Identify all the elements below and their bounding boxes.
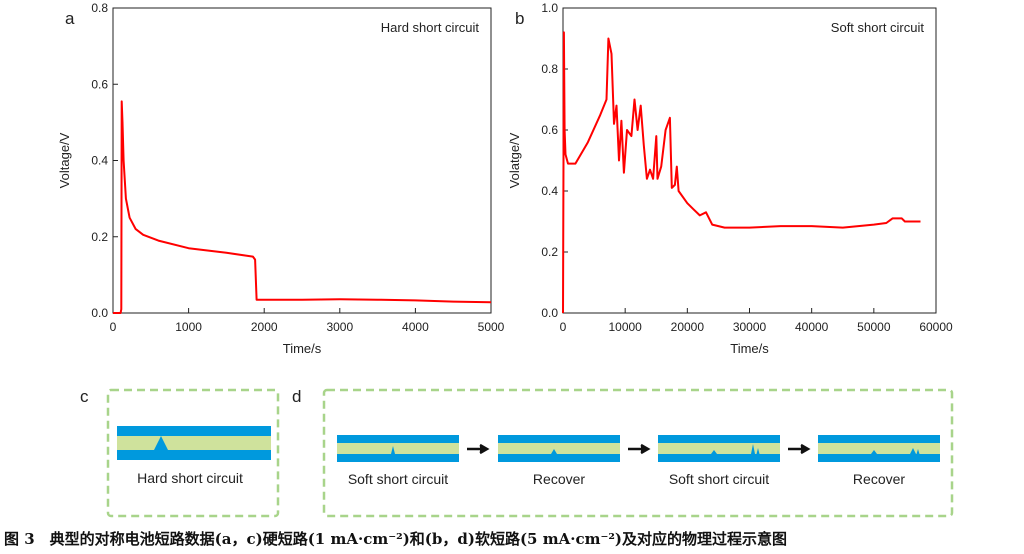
chart-title: Soft short circuit: [831, 20, 925, 35]
x-tick-label: 20000: [671, 320, 705, 334]
diagram-c-label: Hard short circuit: [137, 470, 243, 486]
diagram-step-2: [498, 435, 620, 462]
arrow-icon: [628, 443, 651, 455]
chart-a: 0 1000 2000 3000 4000 5000 0.0 0.2 0.4 0.6 0.8 Time…: [57, 1, 505, 356]
dendrite: [871, 450, 877, 454]
panel-label-c: c: [80, 387, 89, 406]
panel-label-b: b: [515, 9, 524, 28]
x-tick-label: 2000: [251, 320, 278, 334]
y-tick-label: 0.2: [91, 230, 108, 244]
diagram-step-label: Soft short circuit: [669, 471, 769, 487]
y-tick-label: 0.0: [541, 306, 558, 320]
y-tick-label: 0.4: [91, 154, 108, 168]
top-electrode: [498, 435, 620, 443]
plot-frame: [112, 7, 492, 314]
diagram-step-1: [337, 435, 459, 462]
figure-caption: 图 3 典型的对称电池短路数据(a，c)硬短路(1 mA·cm⁻²)和(b，d)…: [4, 530, 788, 548]
bottom-electrode: [818, 454, 940, 462]
y-tick-label: 0.4: [541, 184, 558, 198]
y-tick-label: 1.0: [541, 1, 558, 15]
bottom-electrode: [117, 450, 271, 460]
dendrite: [154, 436, 168, 450]
x-tick-label: 4000: [402, 320, 429, 334]
y-axis-label: Volatge/V: [507, 132, 522, 188]
series-line-voltage: [113, 100, 492, 314]
diagram-step-label: Recover: [853, 471, 905, 487]
bottom-electrode: [337, 454, 459, 462]
y-tick-label: 0.2: [541, 245, 558, 259]
x-tick-label: 60000: [919, 320, 953, 334]
x-tick-label: 0: [560, 320, 567, 334]
separator: [337, 443, 459, 454]
x-tick-label: 5000: [478, 320, 505, 334]
y-tick-label: 0.6: [91, 77, 108, 91]
x-tick-label: 50000: [857, 320, 891, 334]
dendrite: [711, 450, 717, 454]
y-tick-label: 0.8: [91, 1, 108, 15]
x-axis-label: Time/s: [730, 341, 769, 356]
separator: [658, 443, 780, 454]
panel-label-a: a: [65, 9, 75, 28]
top-electrode: [818, 435, 940, 443]
diagram-step-4: [818, 435, 940, 462]
x-tick-label: 40000: [795, 320, 829, 334]
frame-c: [106, 388, 280, 518]
bottom-electrode: [498, 454, 620, 462]
chart-title: Hard short circuit: [381, 20, 480, 35]
diagram-step-3: [658, 435, 780, 462]
x-tick-label: 1000: [175, 320, 202, 334]
separator: [818, 443, 940, 454]
frame-d: [322, 388, 954, 518]
arrow-icon: [467, 443, 490, 455]
x-tick-label: 3000: [326, 320, 353, 334]
diagram-step-label: Soft short circuit: [348, 471, 448, 487]
separator: [117, 436, 271, 450]
dendrite: [751, 444, 755, 454]
chart-b: 0 10000 20000 30000 40000 50000 60000 0.0 0.2 0.4…: [507, 1, 953, 356]
diagram-hard-short: [117, 426, 271, 460]
top-electrode: [337, 435, 459, 443]
dendrite: [756, 448, 760, 454]
y-tick-label: 0.8: [541, 62, 558, 76]
y-tick-label: 0.0: [91, 306, 108, 320]
panel-label-d: d: [292, 387, 301, 406]
top-electrode: [658, 435, 780, 443]
diagram-step-label: Recover: [533, 471, 585, 487]
x-tick-label: 0: [110, 320, 117, 334]
x-tick-label: 30000: [733, 320, 767, 334]
x-axis-label: Time/s: [283, 341, 322, 356]
top-electrode: [117, 426, 271, 436]
dendrite: [910, 448, 916, 454]
bottom-electrode: [658, 454, 780, 462]
y-tick-label: 0.6: [541, 123, 558, 137]
separator: [498, 443, 620, 454]
dendrite: [391, 446, 395, 454]
series-line-voltage: [562, 31, 921, 314]
y-axis-label: Voltage/V: [57, 132, 72, 188]
dendrite: [551, 449, 557, 454]
x-tick-label: 10000: [608, 320, 642, 334]
dendrite: [916, 449, 920, 454]
arrow-icon: [788, 443, 811, 455]
